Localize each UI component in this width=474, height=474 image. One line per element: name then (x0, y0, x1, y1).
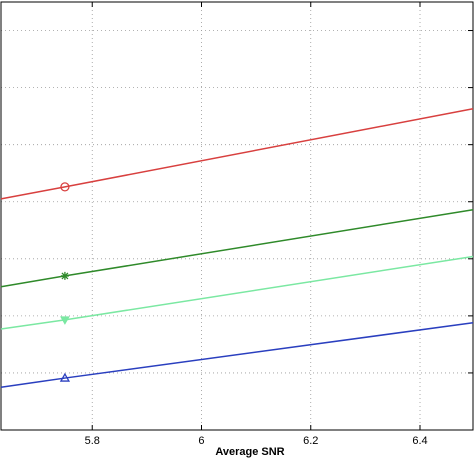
line (0, 255, 474, 330)
line (0, 321, 474, 388)
marker (59, 372, 71, 382)
marker (60, 271, 69, 280)
x-tick-label: 6.2 (303, 435, 318, 447)
x-axis-label: Average SNR (215, 446, 284, 458)
x-tick-label: 6 (198, 435, 204, 447)
x-tick-label: 6.4 (412, 435, 427, 447)
line (0, 208, 474, 288)
line (0, 107, 474, 200)
x-tick-label: 5.8 (85, 435, 100, 447)
marker (60, 182, 70, 192)
marker (60, 316, 70, 325)
plot-frame (0, 1, 474, 431)
